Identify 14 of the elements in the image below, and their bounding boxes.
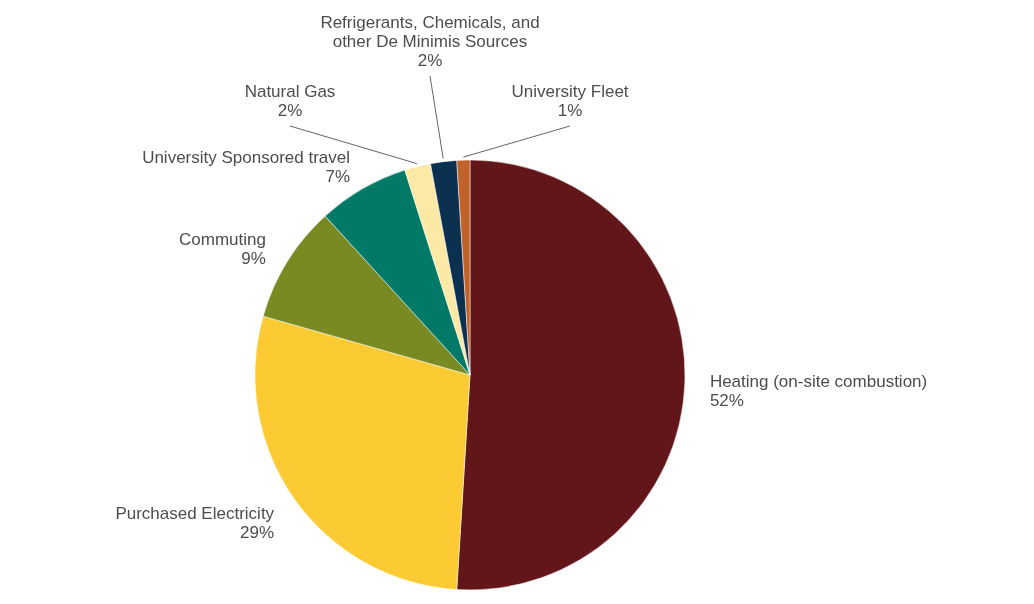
data-label: 2%: [277, 101, 303, 120]
data-label: 9%: [241, 248, 266, 268]
slice-label: Commuting: [179, 229, 266, 249]
data-label: 2%: [417, 51, 443, 70]
data-label: 1%: [557, 101, 583, 120]
slice-label: Natural Gas: [244, 82, 336, 101]
data-label: 29%: [240, 522, 275, 542]
slice-label: Heating (on-site combustion): [709, 372, 928, 392]
slice-label: University Sponsored travel: [142, 148, 350, 168]
slice-label: Purchased Electricity: [115, 503, 275, 523]
slice-label: University Fleet: [511, 82, 629, 101]
data-label: 7%: [325, 167, 350, 187]
data-label: 52%: [709, 391, 744, 411]
slice-label: Refrigerants, Chemicals, and other De Minimis Sources: [320, 13, 540, 51]
